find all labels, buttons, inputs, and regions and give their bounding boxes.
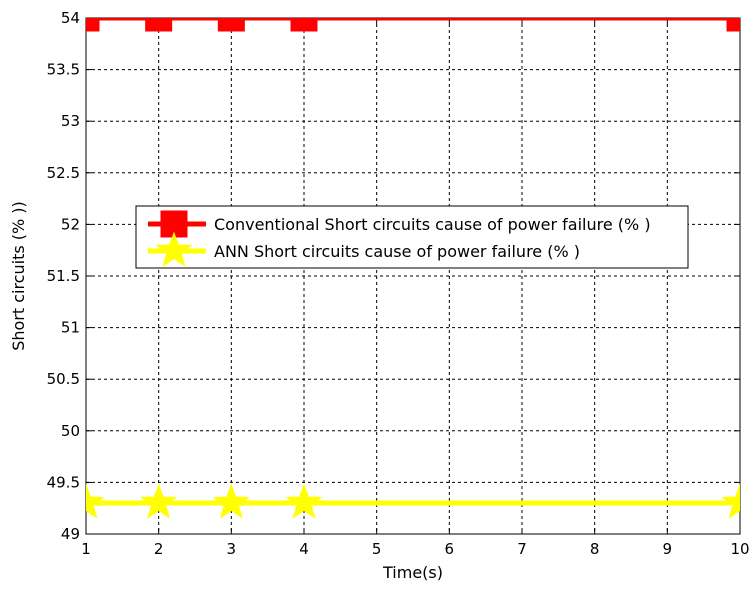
series-2: [86, 483, 740, 519]
square-marker: [145, 18, 173, 32]
square-marker: [290, 18, 318, 32]
y-tick-label: 51.5: [47, 267, 80, 285]
y-tick-label: 52: [61, 215, 80, 233]
series-1: [86, 18, 740, 32]
x-tick-label: 5: [372, 540, 382, 558]
x-tick-label: 9: [663, 540, 673, 558]
x-axis-tick-labels: 1 2 3 4 5 6 7 8 9 10: [81, 540, 749, 558]
x-tick-label: 6: [445, 540, 455, 558]
y-tick-label: 51: [61, 319, 80, 337]
legend-label: Conventional Short circuits cause of pow…: [214, 215, 651, 234]
legend-marker: [155, 231, 193, 267]
x-tick-label: 2: [154, 540, 164, 558]
legend-entry-2: ANN Short circuits cause of power failur…: [148, 231, 580, 267]
star-marker: [212, 483, 250, 519]
x-tick-label: 4: [299, 540, 309, 558]
x-tick-label: 10: [730, 540, 749, 558]
y-tick-label: 50: [61, 422, 80, 440]
y-tick-label: 52.5: [47, 164, 80, 182]
y-tick-label: 50.5: [47, 370, 80, 388]
star-marker: [285, 483, 323, 519]
star-marker: [721, 483, 740, 519]
x-tick-label: 3: [227, 540, 237, 558]
square-marker: [217, 18, 245, 32]
x-tick-label: 7: [517, 540, 527, 558]
y-tick-label: 54: [61, 9, 80, 27]
y-tick-label: 53: [61, 112, 80, 130]
series-layer: [86, 18, 740, 519]
square-marker: [86, 18, 100, 32]
legend: Conventional Short circuits cause of pow…: [135, 205, 689, 269]
y-tick-label: 49.5: [47, 473, 80, 491]
x-tick-label: 1: [81, 540, 91, 558]
star-marker: [140, 483, 178, 519]
legend-entry-1: Conventional Short circuits cause of pow…: [148, 210, 651, 238]
legend-label: ANN Short circuits cause of power failur…: [214, 242, 580, 261]
star-marker: [86, 483, 105, 519]
y-tick-label: 53.5: [47, 61, 80, 79]
x-axis-label: Time(s): [382, 563, 443, 582]
legend-box: [135, 205, 689, 269]
y-tick-label: 49: [61, 525, 80, 543]
y-axis-tick-labels: 49 49.5 50 50.5 51 51.5 52 52.5 53 53.5 54: [47, 9, 80, 543]
square-marker: [726, 18, 740, 32]
x-tick-label: 8: [590, 540, 600, 558]
grid-lines: [86, 18, 740, 534]
y-axis-label: Short circuits (% )): [9, 201, 28, 351]
